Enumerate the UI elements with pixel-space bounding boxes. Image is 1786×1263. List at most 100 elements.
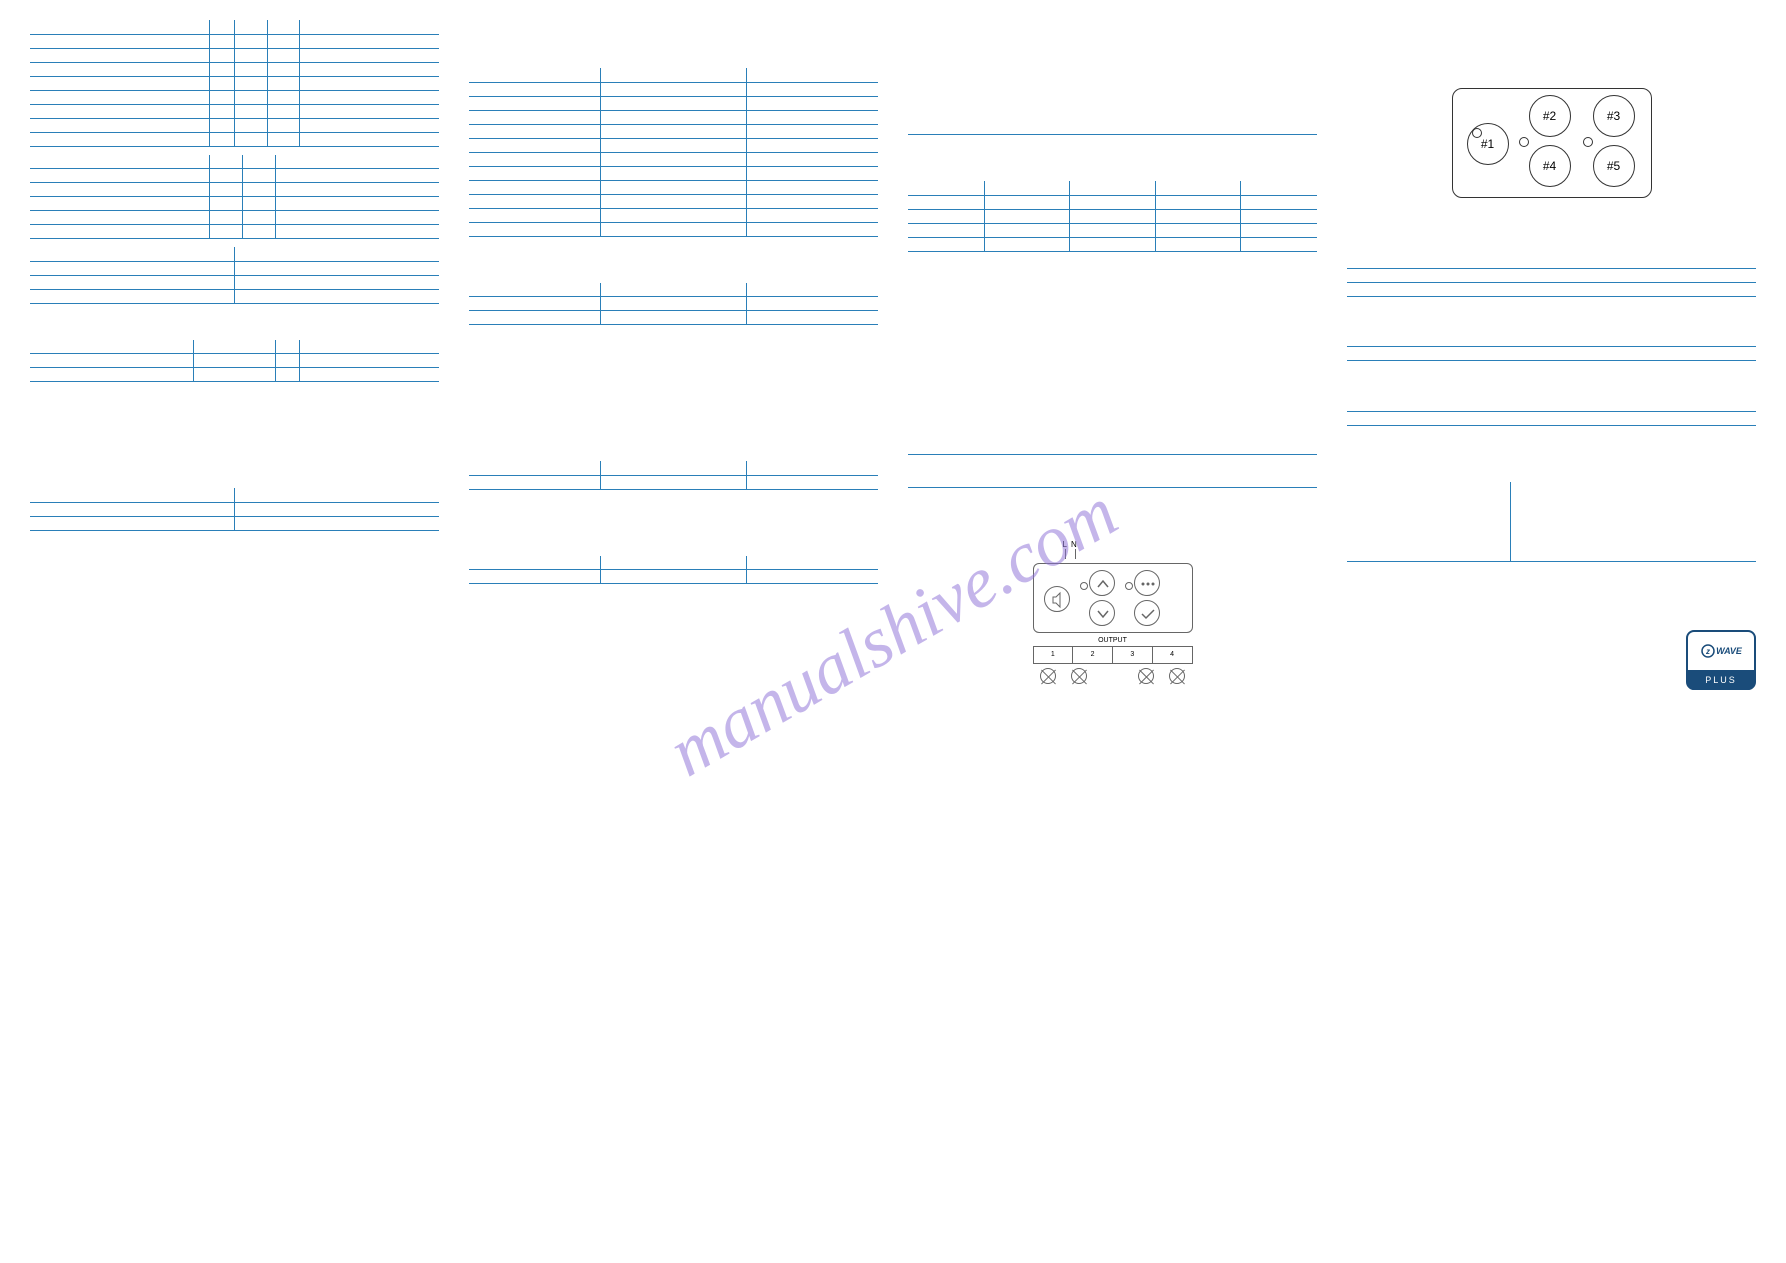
table-cell bbox=[30, 155, 210, 169]
button-2: #2 bbox=[1529, 95, 1571, 137]
table-cell bbox=[234, 118, 267, 132]
table-cell bbox=[1347, 268, 1572, 282]
column-1 bbox=[30, 20, 439, 690]
table-cell bbox=[300, 20, 439, 34]
table-cell bbox=[210, 48, 235, 62]
table-cell bbox=[234, 132, 267, 146]
table-cell bbox=[469, 68, 600, 82]
table-cell bbox=[275, 354, 300, 368]
table-cell bbox=[267, 118, 300, 132]
port-1: 1 bbox=[1034, 647, 1074, 663]
table-cell bbox=[747, 208, 878, 222]
col3-hr-2 bbox=[908, 481, 1317, 488]
table-cell bbox=[194, 368, 276, 382]
table-cell bbox=[210, 155, 243, 169]
table-cell bbox=[243, 169, 276, 183]
load-3-icon bbox=[1138, 664, 1154, 684]
table-cell bbox=[747, 152, 878, 166]
table-cell bbox=[243, 225, 276, 239]
col2-table-a bbox=[469, 68, 878, 237]
table-cell bbox=[600, 96, 746, 110]
table-cell bbox=[210, 76, 235, 90]
col4-table-a bbox=[1347, 254, 1756, 297]
table-cell bbox=[267, 34, 300, 48]
table-cell bbox=[908, 237, 985, 251]
table-cell bbox=[747, 570, 878, 584]
table-cell bbox=[275, 169, 439, 183]
col2-table-c bbox=[469, 461, 878, 490]
table-cell bbox=[267, 62, 300, 76]
table-cell bbox=[275, 211, 439, 225]
table-cell bbox=[747, 110, 878, 124]
col2-table-d bbox=[469, 556, 878, 585]
table-cell bbox=[747, 283, 878, 297]
table-cell bbox=[600, 194, 746, 208]
table-cell bbox=[469, 570, 600, 584]
col1-table-b bbox=[30, 155, 439, 240]
table-cell bbox=[1155, 181, 1240, 195]
table-cell bbox=[30, 354, 194, 368]
table-cell bbox=[267, 20, 300, 34]
table-cell bbox=[30, 368, 194, 382]
table-cell bbox=[1070, 195, 1155, 209]
table-cell bbox=[275, 155, 439, 169]
button-layout-diagram: #1 #2 #3 #4 #5 bbox=[1452, 88, 1652, 198]
table-cell bbox=[267, 76, 300, 90]
table-cell bbox=[747, 556, 878, 570]
table-cell bbox=[30, 289, 235, 303]
table-cell bbox=[600, 475, 746, 489]
table-cell bbox=[267, 90, 300, 104]
table-cell bbox=[469, 311, 600, 325]
column-4: #1 #2 #3 #4 #5 z WAVE PLUS bbox=[1347, 20, 1756, 690]
table-cell bbox=[1572, 397, 1756, 411]
table-cell bbox=[600, 138, 746, 152]
table-cell bbox=[235, 289, 440, 303]
column-2 bbox=[469, 20, 878, 690]
table-cell bbox=[600, 297, 746, 311]
table-cell bbox=[210, 104, 235, 118]
table-cell bbox=[30, 20, 210, 34]
table-cell bbox=[600, 311, 746, 325]
port-3: 3 bbox=[1113, 647, 1153, 663]
table-cell bbox=[747, 297, 878, 311]
table-cell bbox=[469, 194, 600, 208]
wiring-btn-check-icon bbox=[1134, 600, 1160, 626]
zwave-plus-text: PLUS bbox=[1688, 670, 1754, 690]
table-cell bbox=[600, 222, 746, 236]
table-cell bbox=[908, 181, 985, 195]
table-cell bbox=[747, 166, 878, 180]
table-cell bbox=[908, 209, 985, 223]
col3-table-a bbox=[908, 181, 1317, 252]
table-cell bbox=[1572, 282, 1756, 296]
table-cell bbox=[275, 183, 439, 197]
button-1-label: #1 bbox=[1481, 137, 1494, 151]
table-cell bbox=[469, 222, 600, 236]
table-cell bbox=[30, 247, 235, 261]
wiring-btn-speaker-icon bbox=[1044, 586, 1070, 612]
table-cell bbox=[234, 48, 267, 62]
table-cell bbox=[1572, 347, 1756, 361]
table-cell bbox=[1347, 254, 1572, 268]
table-cell bbox=[300, 34, 439, 48]
table-cell bbox=[1070, 181, 1155, 195]
table-cell bbox=[210, 197, 243, 211]
table-cell bbox=[234, 76, 267, 90]
table-cell bbox=[600, 124, 746, 138]
zwave-text: WAVE bbox=[1716, 646, 1742, 656]
col1-table-a bbox=[30, 20, 439, 147]
table-cell bbox=[1572, 268, 1756, 282]
table-cell bbox=[1070, 209, 1155, 223]
table-cell bbox=[908, 195, 985, 209]
table-cell bbox=[600, 110, 746, 124]
table-cell bbox=[210, 118, 235, 132]
table-cell bbox=[234, 104, 267, 118]
table-cell bbox=[30, 225, 210, 239]
table-cell bbox=[747, 180, 878, 194]
table-cell bbox=[747, 194, 878, 208]
table-cell bbox=[469, 556, 600, 570]
table-cell bbox=[908, 223, 985, 237]
table-cell bbox=[1572, 254, 1756, 268]
table-cell bbox=[300, 90, 439, 104]
button-3: #3 bbox=[1593, 95, 1635, 137]
wiring-btn-up-icon bbox=[1089, 570, 1115, 596]
